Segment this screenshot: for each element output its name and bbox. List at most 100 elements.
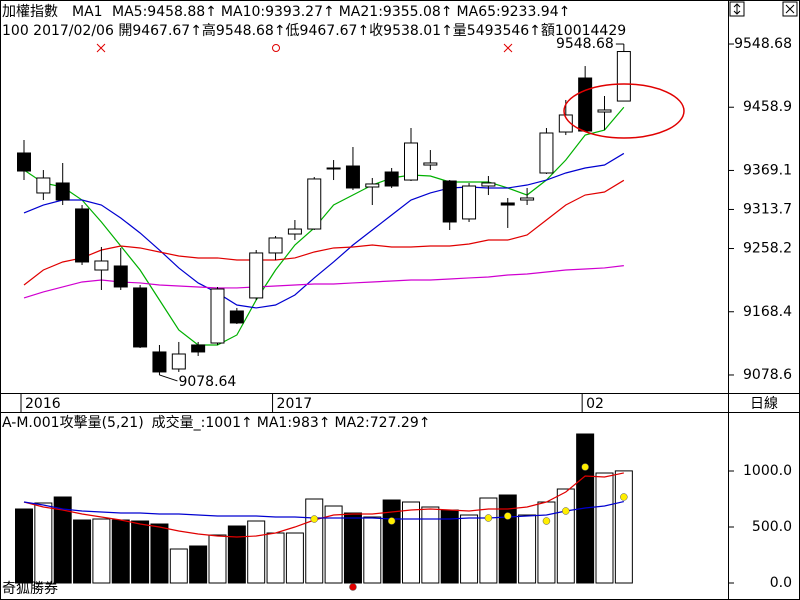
legend-entry: MA5:9458.88↑ <box>112 4 217 20</box>
candle-body <box>404 142 418 181</box>
annotation: 9078.64 <box>178 374 236 390</box>
legend-entry: MA1:983↑ <box>257 415 331 431</box>
y-tick-label: 9078.6 <box>743 367 792 383</box>
candle-body <box>307 178 322 230</box>
y-tick-label: 9369.1 <box>743 162 792 178</box>
volume-bar <box>382 499 401 584</box>
x-tick-label: 02 <box>586 396 604 412</box>
candle-body <box>365 183 380 188</box>
volume-bar <box>343 512 362 584</box>
candle-body <box>500 202 515 206</box>
signal-circle <box>272 44 280 52</box>
candle-body <box>539 132 554 174</box>
volume-bar <box>305 498 324 584</box>
volume-bar <box>402 501 420 584</box>
volume-bar <box>479 497 498 584</box>
volume-bar <box>460 514 479 584</box>
candle-body <box>578 77 593 132</box>
volume-bar <box>518 514 537 584</box>
y-tick-label: 9548.68 <box>734 36 792 52</box>
volume-bar <box>614 470 633 584</box>
legend-entry: MA10:9393.27↑ <box>221 4 335 20</box>
volume-bar <box>363 516 382 584</box>
volume-bar <box>53 496 72 584</box>
signal-dot <box>349 583 357 591</box>
candle-body <box>191 344 206 353</box>
candle-body <box>462 185 477 220</box>
signal-dot <box>504 512 512 520</box>
candle-body <box>210 288 225 344</box>
volume-bar <box>73 519 92 584</box>
volume-bar <box>421 506 440 584</box>
x-tick-label: 2016 <box>25 396 61 412</box>
ma-line <box>23 106 625 346</box>
candle-body <box>616 51 631 102</box>
y-tick-label: 500.0 <box>752 519 792 535</box>
candle-body <box>75 208 90 263</box>
chart-title: 加權指數 <box>2 4 58 20</box>
period-label: MA1 <box>72 4 103 20</box>
y-tick-label: 9258.2 <box>743 241 792 257</box>
volume-bar <box>595 472 614 584</box>
candle-body <box>268 237 283 254</box>
volume-bar <box>266 532 285 584</box>
legend-entry: MA2:727.29↑ <box>334 415 430 431</box>
candle-body <box>558 114 573 133</box>
legend-entry: MA65:9233.94↑ <box>457 4 571 20</box>
candle-body <box>249 252 264 299</box>
candle-body <box>133 287 148 348</box>
signal-dot <box>310 515 318 523</box>
candle-body <box>597 109 612 113</box>
plot: 9548.68 9458.9 9369.1 9313.7 9258.2 9168.4 907… <box>15 36 792 591</box>
volume-bar <box>111 519 130 584</box>
volume-bar <box>15 508 33 584</box>
footer: 奇狐勝券 <box>2 580 58 597</box>
volume-bar <box>440 509 459 584</box>
volume-bar <box>556 488 575 584</box>
x-tick-label: 2017 <box>277 396 313 412</box>
candle-body <box>152 351 167 373</box>
y-tick-label: 1000.0 <box>743 463 792 479</box>
close-glyph <box>785 4 795 14</box>
candle-body <box>94 260 109 271</box>
toggle-glyph <box>733 3 741 15</box>
volume-bar <box>131 520 150 584</box>
legend-entry: MA21:9355.08↑ <box>339 4 453 20</box>
signal-dot <box>620 493 628 501</box>
signal-dot <box>542 517 551 525</box>
annotation-leader <box>159 374 178 382</box>
volume-bar <box>285 532 304 584</box>
candle-body <box>229 310 244 324</box>
candle-body <box>520 197 535 201</box>
candle-body <box>171 353 186 370</box>
y-tick-label: 0.0 <box>770 575 792 591</box>
candle-body <box>36 177 51 194</box>
candle-body <box>326 167 341 170</box>
candle-body <box>345 165 360 189</box>
panel-title: A-M.001攻擊量(5,21) <box>2 414 144 431</box>
candle-body <box>384 171 399 187</box>
ma-line <box>23 179 625 286</box>
legend-entry: 成交量_:1001↑ <box>152 414 253 431</box>
volume-bar <box>150 523 169 584</box>
annotation: 9548.68 <box>556 36 614 52</box>
toolbar <box>729 1 798 17</box>
signal-dot <box>387 517 396 525</box>
signal-cross <box>96 43 106 53</box>
candle-body <box>17 152 31 172</box>
signal-dot <box>562 507 570 515</box>
highlight-ellipse <box>563 83 685 139</box>
x-axis-label: 日線 <box>750 396 778 412</box>
volume-bar <box>92 518 111 584</box>
y-tick-label: 9458.9 <box>743 99 792 115</box>
volume-bar <box>208 534 227 584</box>
y-tick-label: 9313.7 <box>743 201 792 217</box>
volume-bar <box>189 545 208 584</box>
ma-line <box>23 152 625 309</box>
y-tick-label: 9168.4 <box>743 304 792 320</box>
volume-bar <box>34 502 53 584</box>
signal-dot <box>581 463 589 471</box>
candle-body <box>113 265 128 288</box>
